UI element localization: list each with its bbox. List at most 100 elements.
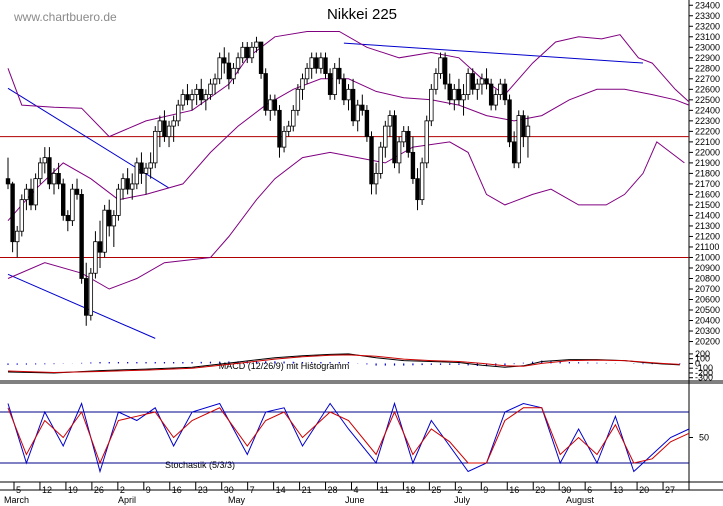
candle-body [465, 73, 471, 95]
x-tick-label: 14 [276, 485, 286, 495]
stoch-k-line [7, 401, 690, 474]
candle [74, 178, 80, 200]
month-label: August [566, 495, 595, 505]
month-label: April [118, 495, 136, 505]
month-label: March [4, 495, 29, 505]
y-tick-label: 21300 [695, 221, 720, 231]
candle [33, 173, 38, 211]
bollinger-upper-band [7, 31, 690, 138]
x-tick-label: 23 [535, 485, 545, 495]
candle-body [309, 57, 314, 69]
candle [350, 78, 356, 127]
candle [217, 52, 222, 85]
candle [300, 73, 305, 100]
candle-body [222, 57, 227, 64]
candle [134, 157, 140, 190]
candle [346, 84, 351, 111]
candle-body [521, 115, 526, 138]
macd-y-tick-label: -300 [695, 373, 713, 383]
candle-body [180, 94, 186, 106]
candle [212, 73, 218, 95]
candle-body [369, 136, 374, 185]
x-tick-label: 7 [250, 485, 255, 495]
y-tick-label: 23300 [695, 11, 720, 21]
candle [97, 220, 103, 268]
candle [231, 63, 236, 85]
candle [143, 162, 149, 195]
candle [341, 73, 347, 106]
candle [488, 78, 494, 111]
candle [93, 231, 98, 279]
candle-body [484, 78, 489, 85]
candle [79, 189, 84, 284]
candle-body [51, 172, 57, 185]
candle-body [33, 178, 38, 206]
candle [189, 89, 195, 111]
candle-body [19, 199, 25, 232]
macd-y-tick-label: -100 [695, 363, 713, 373]
candle-body [10, 183, 15, 243]
candle [56, 162, 61, 190]
candle-body [15, 230, 20, 243]
month-label: July [454, 495, 471, 505]
candle [318, 52, 324, 74]
candle-body [166, 125, 172, 138]
candle [19, 194, 25, 237]
candle [401, 126, 406, 148]
candle-body [475, 83, 480, 90]
candle [171, 115, 176, 142]
candle [268, 94, 273, 121]
candle [406, 126, 411, 158]
candle-body [304, 67, 310, 80]
candle-body [5, 178, 11, 185]
candle [258, 41, 264, 79]
month-label: June [345, 495, 365, 505]
candle [28, 178, 34, 211]
candle-body [346, 88, 351, 101]
candle-body [498, 83, 503, 95]
candle [295, 84, 301, 116]
chart-title: Nikkei 225 [327, 6, 397, 23]
candle-body [396, 141, 402, 164]
candle-body [516, 115, 521, 164]
month-label: May [228, 495, 246, 505]
x-tick-label: 27 [665, 485, 675, 495]
candle [465, 68, 471, 100]
candle-body [56, 172, 61, 185]
candle [511, 131, 517, 169]
candle [176, 99, 181, 127]
y-tick-label: 22900 [695, 53, 720, 63]
y-tick-label: 20800 [695, 273, 720, 283]
candle [332, 63, 337, 100]
candle-body [203, 94, 209, 101]
candle-body [341, 78, 347, 101]
y-tick-label: 20500 [695, 305, 720, 315]
candle [157, 115, 163, 148]
y-tick-label: 22800 [695, 63, 720, 73]
candle [438, 52, 443, 79]
candle [166, 120, 172, 148]
candle [281, 126, 287, 153]
candle-body [42, 157, 48, 164]
candle [525, 115, 531, 158]
candle-body [176, 104, 181, 122]
candle [447, 73, 452, 106]
candle [10, 181, 15, 253]
y-tick-label: 21100 [695, 242, 719, 252]
macd-y-tick-label: -200 [695, 368, 713, 378]
candle-body [120, 178, 126, 190]
candle [498, 78, 503, 100]
candle [88, 267, 94, 321]
candle [240, 42, 245, 64]
y-tick-label: 22400 [695, 105, 720, 115]
x-tick-label: 16 [509, 485, 519, 495]
candle-body [470, 73, 475, 90]
x-tick-label: 2 [457, 485, 462, 495]
candle [222, 47, 227, 74]
candle [364, 105, 370, 142]
y-tick-label: 22700 [695, 74, 720, 84]
x-tick-label: 23 [198, 485, 208, 495]
y-tick-label: 22000 [695, 147, 720, 157]
